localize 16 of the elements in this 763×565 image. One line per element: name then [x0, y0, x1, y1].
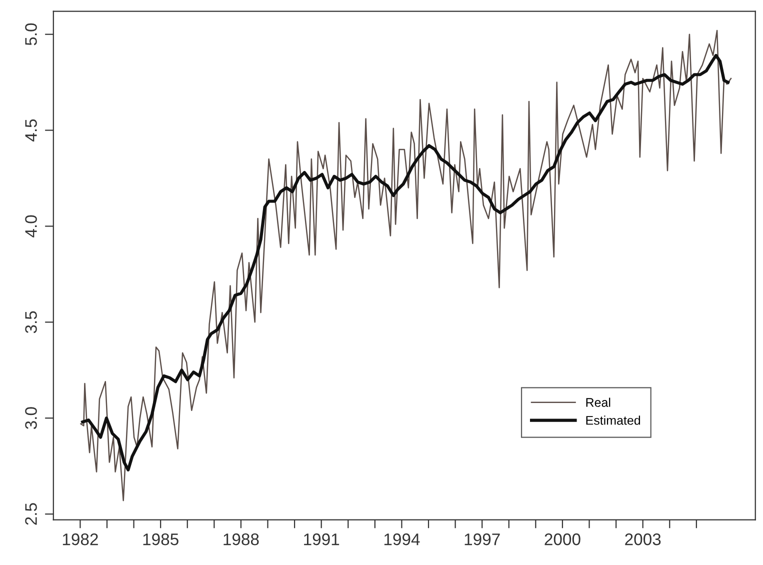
- x-tick-label: 1997: [464, 533, 500, 546]
- y-tick-label: 3.0: [25, 407, 37, 430]
- x-tick-label: 1991: [304, 533, 340, 546]
- legend-label: Real: [586, 398, 610, 407]
- x-tick-label: 2003: [625, 533, 661, 546]
- y-tick-label: 4.0: [25, 215, 37, 238]
- x-tick-label: 1988: [224, 533, 259, 546]
- x-tick-label: 2000: [544, 533, 580, 546]
- y-tick-label: 3.5: [25, 311, 37, 334]
- y-tick-label: 5.0: [25, 23, 37, 46]
- legend-label: Estimated: [586, 416, 640, 425]
- x-tick-label: 1982: [62, 533, 98, 546]
- x-tick-label: 1994: [384, 533, 420, 546]
- y-tick-label: 4.5: [25, 119, 37, 142]
- y-tick-label: 2.5: [25, 503, 37, 525]
- x-tick-label: 1985: [143, 533, 178, 546]
